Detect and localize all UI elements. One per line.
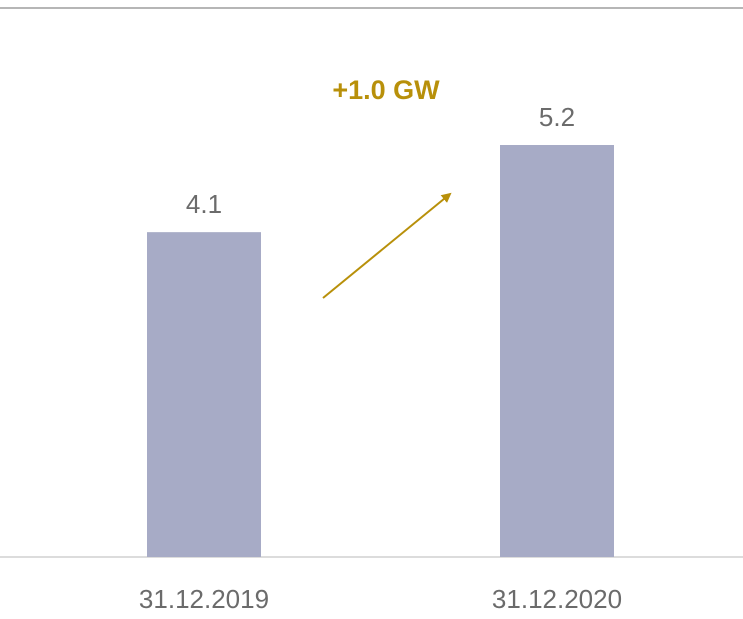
value-label: 4.1 xyxy=(186,189,222,219)
annotation: +1.0 GW xyxy=(332,75,440,105)
x-tick-label: 31.12.2020 xyxy=(492,584,622,614)
x-tick-label: 31.12.2019 xyxy=(139,584,269,614)
bar xyxy=(147,232,261,557)
bar xyxy=(500,145,614,557)
value-label: 5.2 xyxy=(539,102,575,132)
growth-arrow xyxy=(322,192,452,299)
